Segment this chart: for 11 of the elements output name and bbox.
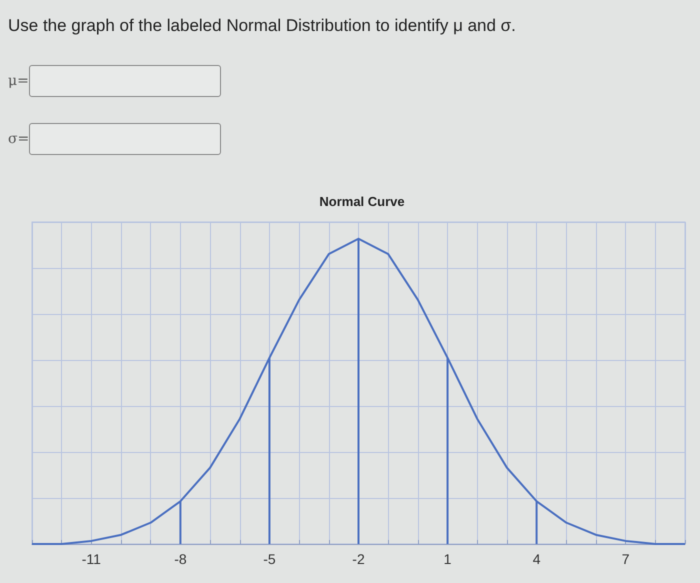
text: μ= (8, 73, 29, 89)
x-tick-label: -8 (174, 551, 187, 567)
chart-title: Normal Curve (319, 194, 405, 209)
text: σ= (8, 131, 30, 147)
x-tick-label: 7 (622, 551, 630, 567)
x-tick-label: 1 (444, 551, 452, 567)
x-tick-label: 4 (532, 551, 541, 567)
x-tick-label: -5 (263, 551, 276, 567)
x-tick-label: -11 (82, 551, 102, 567)
x-tick-label: -2 (352, 551, 365, 567)
text: Use the graph of the labeled Normal Distribution to identify μ and σ. (8, 16, 516, 36)
